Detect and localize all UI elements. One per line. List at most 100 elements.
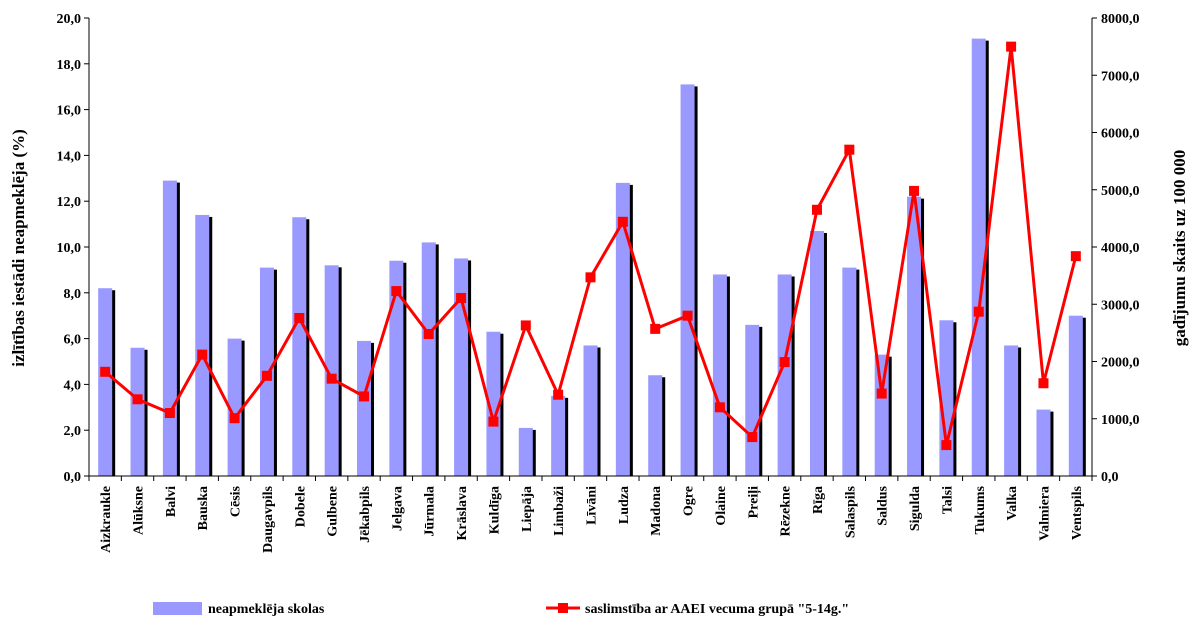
bar (195, 214, 210, 476)
bar (292, 217, 307, 477)
x-tick-label: Rīga (811, 486, 826, 514)
y-tick-label: 4,0 (64, 378, 82, 393)
x-tick-label: Jūrmala (423, 486, 438, 537)
y-tick-label: 6,0 (64, 333, 82, 348)
y-tick-label: 18,0 (57, 58, 82, 73)
line-point (1070, 251, 1081, 262)
bar (454, 258, 469, 476)
line-point (359, 391, 370, 402)
bar (1004, 345, 1019, 476)
line-point (585, 272, 596, 283)
category-labels: Aizkraukle Alūksne Balvi Bauska Cēsis Daugavp… (99, 485, 1085, 552)
bar (421, 242, 436, 476)
bar (777, 274, 792, 476)
x-tick-label: Cēsis (229, 485, 244, 517)
line-point (909, 185, 920, 196)
x-tick-label: Gulbene (326, 486, 341, 537)
line-series (100, 41, 1081, 451)
y2-tick-label: 8000,0 (1101, 12, 1140, 27)
y-axis-title: izlītības iestādi neapmeklēja (%) (9, 129, 28, 367)
x-tick-label: Līvāni (585, 486, 600, 525)
line-point (488, 416, 499, 427)
bar (842, 267, 857, 476)
line-point (553, 389, 564, 400)
legend: neapmeklēja skolas saslimstība ar AAEI v… (153, 602, 849, 617)
x-tick-label: Tukums (973, 485, 988, 534)
y2-tick-label: 2000,0 (1101, 356, 1140, 371)
y2-tick-label: 4000,0 (1101, 241, 1140, 256)
line-point (1006, 41, 1017, 52)
bar (162, 180, 177, 476)
x-tick-label: Jēkabpils (358, 485, 373, 542)
y2-tick-label: 7000,0 (1101, 69, 1140, 84)
bar (357, 340, 372, 476)
bar (971, 38, 986, 477)
line-point (132, 394, 143, 405)
line-point (423, 329, 434, 340)
bar (583, 345, 598, 476)
bar (389, 260, 404, 476)
bar (324, 265, 339, 476)
bar (745, 324, 760, 476)
x-tick-label: Ventspils (1070, 485, 1085, 540)
x-tick-label: Talsi (940, 486, 955, 514)
x-tick-label: Olaine (714, 486, 729, 526)
line-point (164, 408, 175, 419)
bar (551, 395, 566, 476)
axes: 0,0 2,0 4,0 6,0 8,0 10,0 12,0 14,0 16,0 18,0 20,0 0… (57, 12, 1140, 485)
line-point (779, 357, 790, 368)
x-tick-label: Bauska (196, 486, 211, 530)
y-tick-label: 12,0 (57, 195, 82, 210)
legend-bar-label: neapmeklēja skolas (208, 602, 325, 617)
y2-tick-label: 0,0 (1101, 470, 1119, 485)
y2-axis-title: gadījumu skaits uz 100 000 (1170, 150, 1189, 346)
x-tick-label: Balvi (164, 486, 179, 517)
x-tick-label: Madona (649, 486, 664, 536)
line-point (294, 312, 305, 323)
x-tick-label: Ludza (617, 486, 632, 524)
y2-tick-label: 6000,0 (1101, 127, 1140, 142)
line-point (391, 286, 402, 297)
bar (1036, 409, 1051, 476)
x-tick-label: Salaspils (843, 485, 858, 538)
bar-series (98, 38, 1086, 477)
bar (98, 288, 113, 476)
x-tick-label: Valmiera (1037, 486, 1052, 541)
bar (130, 347, 145, 476)
line-point (229, 413, 240, 424)
y-tick-label: 16,0 (57, 104, 82, 119)
line-point (876, 388, 887, 399)
y-tick-label: 0,0 (64, 470, 82, 485)
y2-tick-label: 5000,0 (1101, 184, 1140, 199)
line-point (682, 310, 693, 321)
y2-tick-label: 1000,0 (1101, 413, 1140, 428)
x-tick-label: Alūksne (132, 486, 147, 535)
x-tick-label: Rēzekne (779, 486, 794, 537)
x-tick-label: Krāslava (455, 486, 470, 540)
x-tick-label: Saldus (876, 485, 891, 525)
bar (712, 274, 727, 476)
legend-bar-swatch (153, 602, 202, 615)
y-tick-label: 8,0 (64, 287, 82, 302)
line-point (714, 402, 725, 413)
x-tick-label: Daugavpils (261, 485, 276, 552)
bar (939, 320, 954, 476)
line-point (456, 292, 467, 303)
x-tick-label: Dobele (293, 486, 308, 527)
line-point (1038, 378, 1049, 389)
bar (227, 338, 242, 476)
bar (648, 375, 663, 476)
y-tick-label: 14,0 (57, 149, 82, 164)
bar (907, 196, 922, 476)
line-point (100, 366, 111, 377)
y2-tick-label: 3000,0 (1101, 298, 1140, 313)
bar (518, 427, 533, 476)
y-tick-label: 20,0 (57, 12, 82, 27)
line-point (326, 373, 337, 384)
bar (680, 84, 695, 476)
x-tick-label: Limbaži (552, 486, 567, 536)
line-point (197, 349, 208, 360)
line-point (747, 432, 758, 443)
line-point (973, 306, 984, 317)
